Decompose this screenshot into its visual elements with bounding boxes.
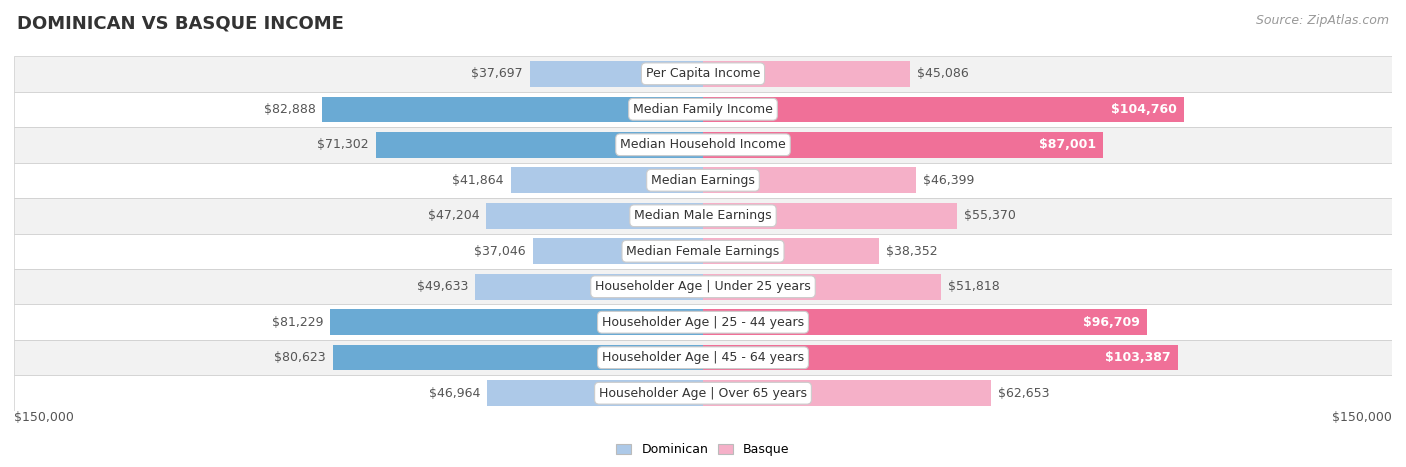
Bar <box>14 198 1392 234</box>
Text: $62,653: $62,653 <box>998 387 1049 400</box>
Bar <box>14 127 1392 163</box>
Bar <box>333 345 703 370</box>
Legend: Dominican, Basque: Dominican, Basque <box>612 439 794 461</box>
Text: $45,086: $45,086 <box>917 67 969 80</box>
Bar <box>486 203 703 228</box>
Text: DOMINICAN VS BASQUE INCOME: DOMINICAN VS BASQUE INCOME <box>17 14 343 32</box>
Bar <box>530 61 703 86</box>
Bar <box>375 132 703 157</box>
Bar <box>14 56 1392 92</box>
Text: $38,352: $38,352 <box>886 245 938 258</box>
Bar <box>703 274 941 299</box>
Bar <box>14 163 1392 198</box>
Text: $80,623: $80,623 <box>274 351 326 364</box>
Text: $82,888: $82,888 <box>263 103 315 116</box>
Text: $150,000: $150,000 <box>14 411 75 424</box>
Bar <box>703 132 1102 157</box>
Text: Median Family Income: Median Family Income <box>633 103 773 116</box>
Text: $46,964: $46,964 <box>429 387 481 400</box>
Text: $37,697: $37,697 <box>471 67 523 80</box>
Bar <box>14 375 1392 411</box>
Bar <box>533 239 703 264</box>
Text: $103,387: $103,387 <box>1105 351 1171 364</box>
Text: Householder Age | Over 65 years: Householder Age | Over 65 years <box>599 387 807 400</box>
Text: $41,864: $41,864 <box>453 174 503 187</box>
Text: $51,818: $51,818 <box>948 280 1000 293</box>
Text: Householder Age | Under 25 years: Householder Age | Under 25 years <box>595 280 811 293</box>
Text: $55,370: $55,370 <box>965 209 1017 222</box>
Bar <box>703 310 1147 335</box>
Text: Source: ZipAtlas.com: Source: ZipAtlas.com <box>1256 14 1389 27</box>
Text: $37,046: $37,046 <box>474 245 526 258</box>
Text: $49,633: $49,633 <box>416 280 468 293</box>
Bar <box>475 274 703 299</box>
Bar <box>703 345 1178 370</box>
Text: $87,001: $87,001 <box>1039 138 1095 151</box>
Text: $71,302: $71,302 <box>316 138 368 151</box>
Text: $47,204: $47,204 <box>427 209 479 222</box>
Bar <box>703 239 879 264</box>
Bar <box>488 381 703 406</box>
Text: Householder Age | 45 - 64 years: Householder Age | 45 - 64 years <box>602 351 804 364</box>
Text: Median Female Earnings: Median Female Earnings <box>627 245 779 258</box>
Bar <box>14 92 1392 127</box>
Bar <box>703 97 1184 122</box>
Bar <box>14 340 1392 375</box>
Bar <box>14 234 1392 269</box>
Text: $81,229: $81,229 <box>271 316 323 329</box>
Bar <box>14 304 1392 340</box>
Bar <box>330 310 703 335</box>
Bar <box>703 381 991 406</box>
Bar <box>703 203 957 228</box>
Text: Per Capita Income: Per Capita Income <box>645 67 761 80</box>
Bar <box>322 97 703 122</box>
Text: $46,399: $46,399 <box>922 174 974 187</box>
Text: Median Earnings: Median Earnings <box>651 174 755 187</box>
Bar <box>14 269 1392 304</box>
Text: Median Household Income: Median Household Income <box>620 138 786 151</box>
Text: Median Male Earnings: Median Male Earnings <box>634 209 772 222</box>
Bar <box>510 168 703 193</box>
Bar <box>703 168 917 193</box>
Text: Householder Age | 25 - 44 years: Householder Age | 25 - 44 years <box>602 316 804 329</box>
Text: $150,000: $150,000 <box>1331 411 1392 424</box>
Bar <box>703 61 910 86</box>
Text: $104,760: $104,760 <box>1111 103 1177 116</box>
Text: $96,709: $96,709 <box>1084 316 1140 329</box>
